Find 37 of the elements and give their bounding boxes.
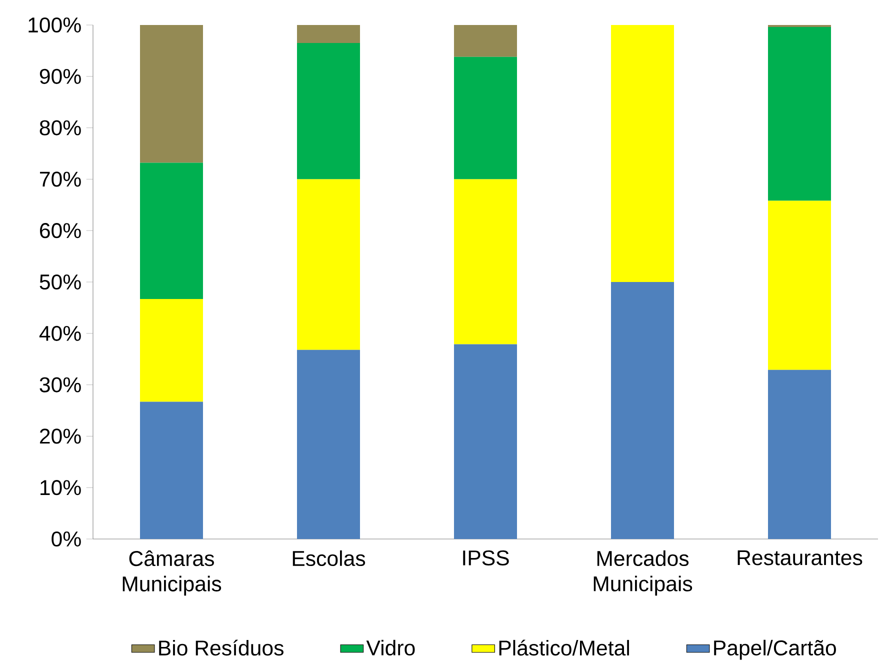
x-tick-label: Câmaras Municipais bbox=[122, 550, 222, 596]
y-tick-label: 60% bbox=[40, 223, 81, 238]
y-tick-label: 80% bbox=[40, 120, 81, 136]
bar bbox=[611, 25, 674, 282]
y-tick-label: 100% bbox=[28, 17, 81, 33]
bar bbox=[454, 179, 517, 344]
y-tick-label: 0% bbox=[52, 531, 81, 547]
legend-label: Plástico/Metal bbox=[499, 640, 629, 656]
bar bbox=[454, 56, 517, 180]
legend-label: Papel/Cartão bbox=[714, 640, 836, 660]
y-tick-label: 20% bbox=[40, 428, 81, 444]
y-tick-label: 50% bbox=[40, 274, 81, 290]
bar bbox=[297, 179, 360, 350]
bar bbox=[140, 25, 203, 163]
legend-label: Vidro bbox=[366, 640, 415, 656]
y-tick-label: 40% bbox=[39, 326, 81, 341]
bar bbox=[768, 27, 832, 201]
bar bbox=[768, 370, 832, 540]
bar bbox=[768, 200, 832, 370]
bar bbox=[611, 282, 674, 540]
bar bbox=[454, 25, 517, 57]
y-tick-label: 30% bbox=[40, 377, 81, 392]
x-tick-label: Restaurantes bbox=[738, 550, 862, 566]
x-tick-label: Mercados Municipais bbox=[594, 550, 692, 596]
x-tick-label: IPSS bbox=[463, 550, 509, 566]
bar bbox=[140, 402, 203, 540]
bar bbox=[140, 298, 203, 402]
bar bbox=[140, 162, 203, 299]
bar bbox=[297, 350, 360, 540]
legend-label: Bio Resíduos bbox=[159, 640, 284, 656]
y-tick-label: 10% bbox=[40, 480, 81, 496]
y-tick-label: 70% bbox=[40, 172, 81, 187]
y-tick-label: 90% bbox=[40, 68, 81, 84]
x-tick-label: Escolas bbox=[292, 550, 366, 566]
bar bbox=[297, 25, 360, 43]
bar bbox=[297, 42, 360, 180]
bar bbox=[454, 344, 517, 540]
